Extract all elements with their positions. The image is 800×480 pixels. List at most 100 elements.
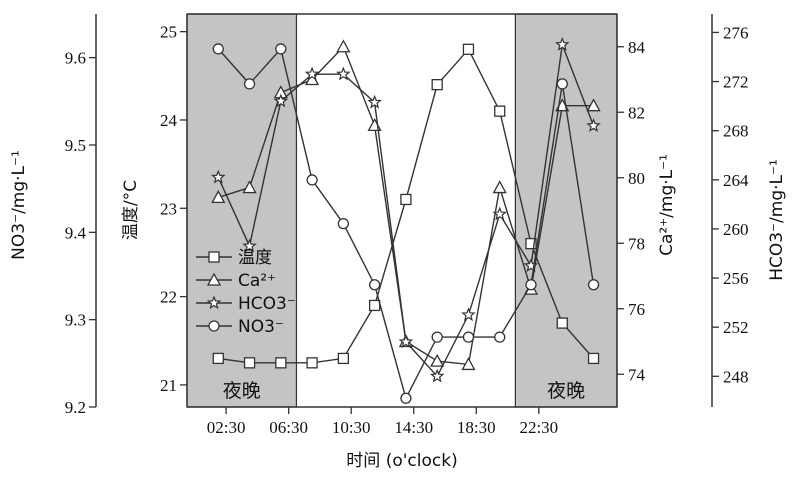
night-label: 夜晚 [223,380,261,402]
no3-point [525,279,537,291]
no3-tick-label: 9.3 [65,311,86,330]
temp-tick-label: 25 [160,23,177,42]
hco3-point [429,368,445,383]
series-no3 [212,43,600,404]
ca-axis-title: Ca²⁺/mg·L⁻¹ [657,154,677,256]
hco3-tick-label: 256 [723,269,749,288]
x-tick-label: 06:30 [269,418,308,437]
temp-tick-label: 24 [160,111,178,130]
legend-label: 温度 [238,248,272,268]
no3-point [306,174,318,186]
legend-item: NO3⁻ [196,317,284,337]
temp-point [494,105,506,117]
temp-tick-label: 22 [160,288,177,307]
legend-label: HCO3⁻ [238,294,296,314]
temp-point [306,357,318,369]
no3-point [494,331,506,343]
no3-point [587,279,600,291]
hco3-point [304,66,320,81]
temp-point [525,237,537,250]
no3-point [212,43,224,55]
hco3-tick-label: 248 [723,367,749,386]
ca-tick-label: 84 [628,38,646,57]
no3-tick-label: 9.5 [65,136,86,155]
ca-point [242,180,257,194]
hco3-point [523,258,539,272]
ca-point [492,180,507,194]
temp-axis-title: 温度/°C [121,180,141,240]
ca-tick-label: 76 [628,300,645,319]
ca-point [367,117,382,132]
x-axis-title: 时间 (o'clock) [346,451,457,471]
temp-tick-label: 21 [160,376,177,395]
hco3-point [586,118,601,132]
no3-point [243,78,256,90]
legend-item: 温度 [196,248,272,268]
night-band [514,13,618,408]
no3-axis-title: NO3⁻/mg·L⁻¹ [9,150,29,260]
series-temp [212,43,600,369]
no3-point [275,43,287,55]
ca-tick-label: 74 [628,365,646,384]
temp-point [368,299,381,312]
hco3-axis-title: HCO3⁻/mg·L⁻¹ [767,159,787,281]
hco3-tick-label: 272 [723,73,749,92]
ca-point [211,190,226,204]
hco3-tick-label: 264 [723,171,749,190]
temp-point [337,352,350,365]
legend-marker [206,272,222,286]
hco3-point [461,307,476,322]
night-shading: 夜晚 夜晚 [186,13,618,408]
x-tick-label: 14:30 [394,418,433,437]
ca-point [586,98,601,112]
temp-point [431,79,443,91]
hco3-tick-label: 268 [723,122,749,141]
axis-labels: 时间 (o'clock) NO3⁻/mg·L⁻¹ 温度/°C Ca²⁺/mg·L⁻¹ H… [9,150,787,471]
x-tick-label: 18:30 [457,418,496,437]
temp-point [275,357,287,369]
night-label: 夜晚 [547,380,585,402]
hco3-point [273,93,289,108]
no3-point [556,78,568,90]
legend-item: Ca²⁺ [196,271,276,291]
no3-tick-label: 9.4 [65,223,87,242]
hco3-tick-label: 252 [723,318,749,337]
x-tick-label: 22:30 [519,418,558,437]
hco3-point [367,94,382,109]
axes: 9.2 9.3 9.4 9.5 9.6 21 22 23 24 25 74 76 78 80 82 84 248… [65,13,749,437]
temp-point [400,193,412,206]
temp-point [243,357,256,369]
no3-point [431,331,443,343]
no3-point [368,279,381,291]
hco3-point [555,37,570,51]
hco3-tick-label: 260 [723,220,749,239]
legend-marker [206,295,222,310]
temp-point [462,43,475,55]
legend-marker [208,251,220,263]
hco3-point [492,206,507,221]
temp-point [212,352,224,365]
no3-tick-label: 9.2 [65,398,86,417]
legend-label: NO3⁻ [238,317,284,337]
series-hco3 [211,37,601,383]
temp-point [587,352,600,365]
series [211,37,601,404]
legend: 温度 Ca²⁺ HCO3⁻ NO3⁻ [196,248,296,337]
ca-tick-label: 78 [628,234,645,253]
ca-point [336,39,351,53]
ca-tick-label: 82 [628,103,645,122]
hco3-point [336,66,351,81]
no3-point [337,217,350,230]
temp-tick-label: 23 [160,199,177,218]
legend-marker [208,320,220,332]
x-tick-label: 02:30 [207,418,246,437]
legend-label: Ca²⁺ [238,271,276,291]
temp-point [556,317,568,329]
ca-point [430,353,445,367]
hco3-point [211,169,226,184]
no3-point [462,331,475,343]
legend-item: HCO3⁻ [196,294,296,314]
no3-point [400,392,412,404]
night-band [186,13,298,408]
x-tick-label: 10:30 [332,418,371,437]
